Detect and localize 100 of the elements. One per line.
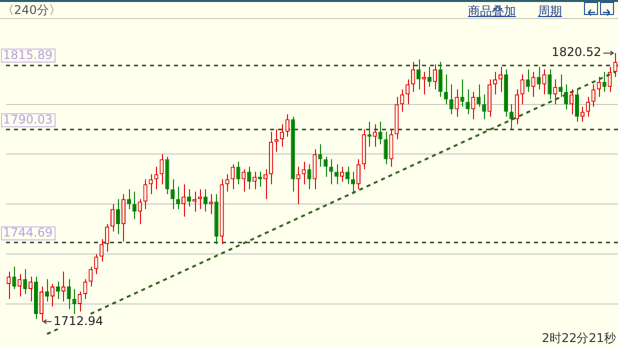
candlestick <box>176 186 180 210</box>
candlestick <box>236 161 240 185</box>
candlestick <box>143 178 148 210</box>
candlestick <box>23 268 28 295</box>
candlestick <box>230 164 235 190</box>
candlestick <box>466 88 470 115</box>
candlestick <box>444 74 448 105</box>
candlestick <box>498 66 503 92</box>
candlestick <box>225 174 230 192</box>
candlestick <box>274 128 279 152</box>
candlestick <box>509 104 514 130</box>
candlestick <box>476 84 481 108</box>
candlestick <box>28 276 33 302</box>
candlestick <box>378 121 382 145</box>
candlestick <box>574 88 580 122</box>
candlestick <box>187 188 192 208</box>
ref-line-label: 1744.69 <box>3 226 53 240</box>
candlestick <box>400 88 404 112</box>
candlestick <box>329 158 334 185</box>
candlestick <box>66 278 71 310</box>
candlestick <box>454 88 459 118</box>
candlestick <box>406 78 410 105</box>
candlestick <box>72 288 76 315</box>
candlestick <box>345 166 350 185</box>
candlestick <box>356 158 360 190</box>
candlestick <box>520 74 524 105</box>
candlestick <box>334 164 339 185</box>
candlestick <box>350 171 356 195</box>
annotation: 1820.52 <box>552 45 602 60</box>
candlestick <box>318 144 322 168</box>
candlestick <box>548 68 552 100</box>
candlestick <box>384 131 388 165</box>
candlestick <box>105 224 110 252</box>
candlestick <box>252 171 257 190</box>
candlestick <box>12 266 16 290</box>
candlestick <box>160 154 164 185</box>
candlestick <box>531 71 536 98</box>
candlestick <box>312 148 317 190</box>
candlestick <box>427 66 432 88</box>
candlestick <box>438 61 442 98</box>
candlestick <box>121 194 126 242</box>
candlestick <box>580 106 585 122</box>
candlestick <box>148 174 153 195</box>
candlestick <box>340 166 344 182</box>
candlestick <box>280 124 284 148</box>
candlestick <box>367 121 372 148</box>
candlestick <box>170 178 175 210</box>
candlestick <box>83 278 88 300</box>
candlestick <box>493 71 498 95</box>
candlestick <box>542 68 546 95</box>
candlestick <box>389 128 394 168</box>
annotation: 1712.94 <box>54 314 104 328</box>
candlestick <box>514 88 519 125</box>
candlestick <box>264 168 268 200</box>
candlestick <box>18 274 22 298</box>
candlestick <box>126 188 131 210</box>
text: 周期 <box>538 3 562 20</box>
candlestick <box>411 61 416 92</box>
candlestick <box>296 166 300 205</box>
candlestick <box>285 114 290 138</box>
candlestick <box>242 168 246 192</box>
candlestick <box>258 171 262 188</box>
candlestick <box>39 286 44 322</box>
candlestick <box>307 164 312 190</box>
candlestick <box>61 271 66 302</box>
candlestick <box>482 94 486 120</box>
candlestick <box>526 68 530 92</box>
candlestick <box>471 91 476 120</box>
candlestick <box>591 84 596 108</box>
candlestick <box>596 76 601 98</box>
candlestick <box>132 191 136 220</box>
candlestick <box>116 198 120 235</box>
candlestick <box>602 71 606 92</box>
candlestick <box>302 161 306 185</box>
ref-line-label: 1815.89 <box>3 48 53 62</box>
candlestick <box>324 156 328 178</box>
candlestick <box>247 166 252 190</box>
candlestick <box>416 58 421 90</box>
candlestick <box>154 166 158 190</box>
candlestick <box>536 66 541 90</box>
candlestick <box>88 266 93 288</box>
text: 2时22分21秒 <box>542 330 616 347</box>
candlestick <box>100 238 104 262</box>
candlestick <box>56 281 60 300</box>
candlestick <box>78 291 82 312</box>
candlestick <box>570 88 574 115</box>
ref-line-label: 1790.03 <box>3 112 53 126</box>
candlestick <box>198 188 202 210</box>
candlestick <box>422 71 426 95</box>
candlestick <box>372 124 377 148</box>
candlestick <box>44 278 50 302</box>
candlestick <box>553 78 558 105</box>
candlestick <box>203 188 208 212</box>
text: 商品叠加 <box>468 3 516 20</box>
candlestick <box>50 284 54 308</box>
candlestick <box>208 194 213 215</box>
candlestick <box>94 254 98 275</box>
candlestick <box>138 198 142 225</box>
candlestick <box>182 184 186 218</box>
candlestick <box>110 204 115 232</box>
